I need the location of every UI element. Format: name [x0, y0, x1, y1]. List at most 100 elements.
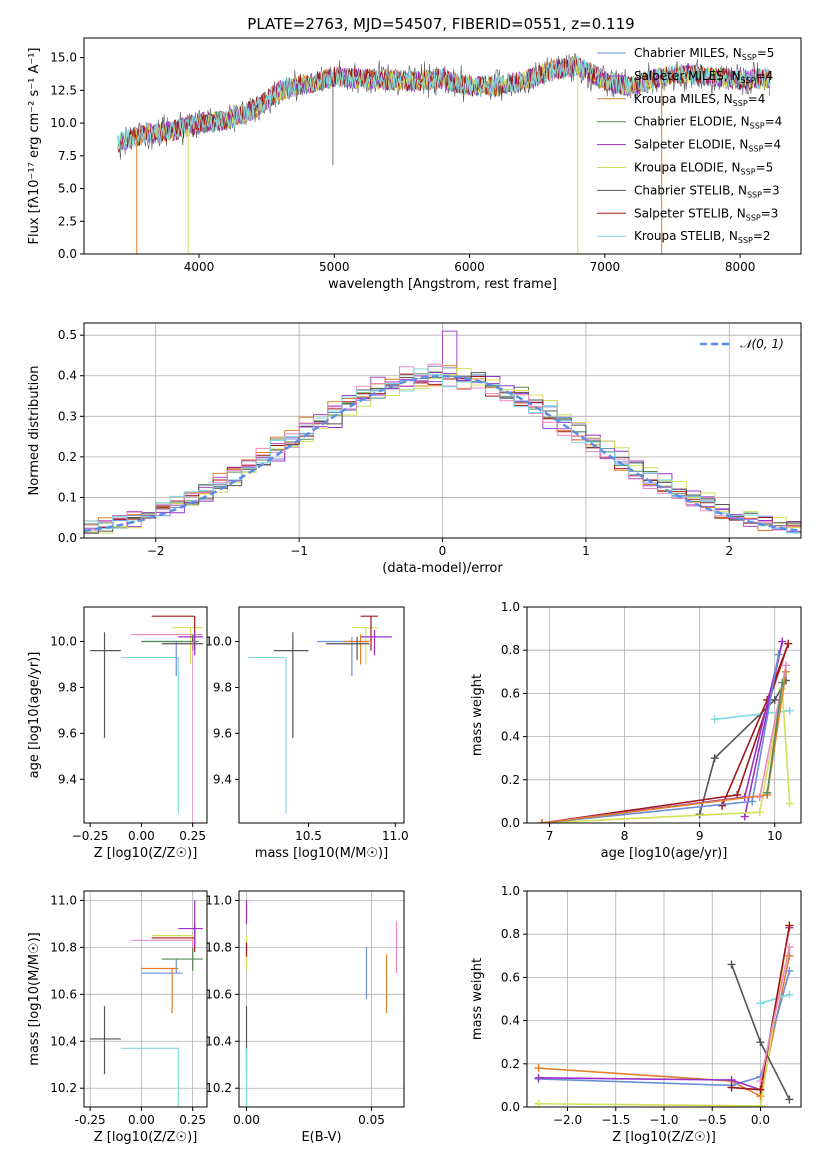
x-tick-label: 4000 [184, 260, 215, 274]
weight-marker [756, 1038, 765, 1047]
weight-marker [727, 960, 736, 969]
x-tick-label: −2 [147, 544, 165, 558]
y-tick-label: 12.5 [50, 83, 77, 97]
y-tick-label: 0.2 [501, 773, 520, 787]
legend-label: 𝒩(0, 1) [740, 337, 784, 351]
axes-frame [526, 606, 802, 824]
y-tick-label: 0.4 [501, 1014, 520, 1028]
legend-count: =2 [753, 229, 771, 243]
mass-vs-metallicity-panel: -0.25 0.00 0.25 10.2 10.4 10.6 10.8 11.0 Z [log1… [27, 890, 208, 1145]
weight-marker [770, 695, 779, 704]
y-axis-label: mass weight [470, 958, 485, 1040]
legend-subscript: SSP [741, 76, 756, 85]
x-tick-label: −0.25 [72, 829, 109, 843]
x-tick-label: 2 [725, 544, 733, 558]
weight-marker [756, 1101, 765, 1107]
spectrum-panel: 4000 5000 6000 7000 8000 0.0 2.5 5.0 7.5 10.0 12.5… [27, 37, 802, 292]
y-tick-label: 9.6 [213, 726, 232, 740]
x-axis-label: Z [log10(Z/Z☉)] [612, 1130, 716, 1145]
y-tick-label: 15.0 [50, 51, 77, 65]
weight-marker [718, 801, 727, 810]
x-tick-label: −1.5 [601, 1113, 630, 1127]
y-tick-label: 0.6 [501, 970, 520, 984]
legend-label: Chabrier MILES, NSSP=5 [634, 46, 774, 62]
y-tick-label: 9.8 [213, 680, 232, 694]
y-tick-label: 0.2 [58, 450, 77, 464]
weight-marker [785, 706, 794, 715]
y-tick-label: 0.3 [58, 409, 77, 423]
legend-label: Kroupa STELIB, NSSP=2 [634, 229, 771, 245]
series-line [117, 55, 770, 150]
legend-subscript: SSP [733, 99, 748, 108]
weight-series [766, 682, 784, 793]
x-tick-label: 5000 [319, 260, 350, 274]
y-tick-label: 9.4 [58, 772, 77, 786]
legend-label: Salpeter MILES, NSSP=4 [634, 69, 773, 85]
y-tick-label: 1.0 [501, 884, 520, 898]
x-tick-label: 7000 [590, 260, 621, 274]
plot-area [90, 615, 203, 823]
weight-series [760, 993, 790, 1005]
y-tick-label: 10.0 [50, 634, 77, 648]
legend-count: =4 [765, 115, 783, 129]
weight-marker [774, 650, 783, 659]
y-axis-label: Flux [fλ10⁻¹⁷ erg cm⁻² s⁻¹ A⁻¹] [27, 48, 42, 245]
x-tick-label: 10.5 [295, 829, 322, 843]
weight-marker [740, 812, 749, 821]
y-tick-label: 5.0 [58, 182, 77, 196]
legend-label: Kroupa ELODIE, NSSP=5 [634, 161, 773, 177]
legend-label: Kroupa MILES, NSSP=4 [634, 92, 765, 108]
y-tick-label: 0.8 [501, 643, 520, 657]
weight-series [541, 641, 784, 823]
legend-count: =4 [756, 69, 774, 83]
legend-count: =3 [761, 206, 779, 220]
histogram-series [84, 363, 801, 538]
x-tick-label: 0.05 [358, 1113, 385, 1127]
weight-marker [727, 1083, 736, 1092]
plot-area [84, 323, 801, 538]
axes-frame [83, 890, 208, 1108]
y-tick-label: 10.2 [50, 1081, 77, 1095]
axes-frame [238, 606, 405, 824]
legend-subscript: SSP [746, 213, 761, 222]
age-vs-metallicity-panel: −0.25 0.00 0.25 9.4 9.6 9.8 10.0 Z [log10(Z/Z☉)… [27, 606, 208, 861]
weight-marker [756, 1085, 765, 1094]
x-axis-label: wavelength [Angstrom, rest frame] [328, 277, 557, 292]
plot-area [247, 615, 392, 814]
plot-area [239, 891, 404, 1107]
weight-marker [763, 788, 772, 797]
legend-label: Chabrier STELIB, NSSP=3 [634, 183, 780, 199]
plot-area [527, 891, 801, 1107]
y-axis-label: mass [log10(M/M☉)] [27, 932, 42, 1065]
weight-series [541, 671, 787, 823]
x-axis-label: mass [log10(M/M☉)] [255, 846, 388, 861]
y-tick-label: 10.0 [205, 634, 232, 648]
x-tick-label: 11.0 [382, 829, 409, 843]
x-tick-label: 9 [696, 829, 704, 843]
y-tick-label: 9.6 [58, 726, 77, 740]
legend-label: Salpeter ELODIE, NSSP=4 [634, 138, 781, 154]
y-tick-label: 0.0 [501, 816, 520, 830]
x-tick-label: 0.00 [128, 829, 155, 843]
plot-area [84, 891, 207, 1107]
y-tick-label: 0.1 [58, 490, 77, 504]
x-tick-label: −1 [290, 544, 308, 558]
weight-marker [710, 754, 719, 763]
weight-marker [778, 678, 787, 687]
weight-series [541, 688, 791, 823]
weight-marker [756, 999, 765, 1008]
weight-marker [538, 819, 547, 823]
legend-subscript: SSP [742, 53, 757, 62]
weight-marker [785, 966, 794, 975]
legend-subscript: SSP [750, 122, 765, 131]
axes-frame [83, 37, 802, 255]
legend-subscript: SSP [741, 168, 756, 177]
x-tick-label: 0.25 [179, 829, 206, 843]
weight-marker [785, 1095, 794, 1104]
x-tick-label: 1 [582, 544, 590, 558]
y-tick-label: 0.0 [58, 531, 77, 545]
legend-label: Salpeter STELIB, NSSP=3 [634, 206, 778, 222]
y-tick-label: 0.4 [501, 730, 520, 744]
weight-marker [755, 793, 764, 802]
weight-series [538, 970, 791, 1087]
